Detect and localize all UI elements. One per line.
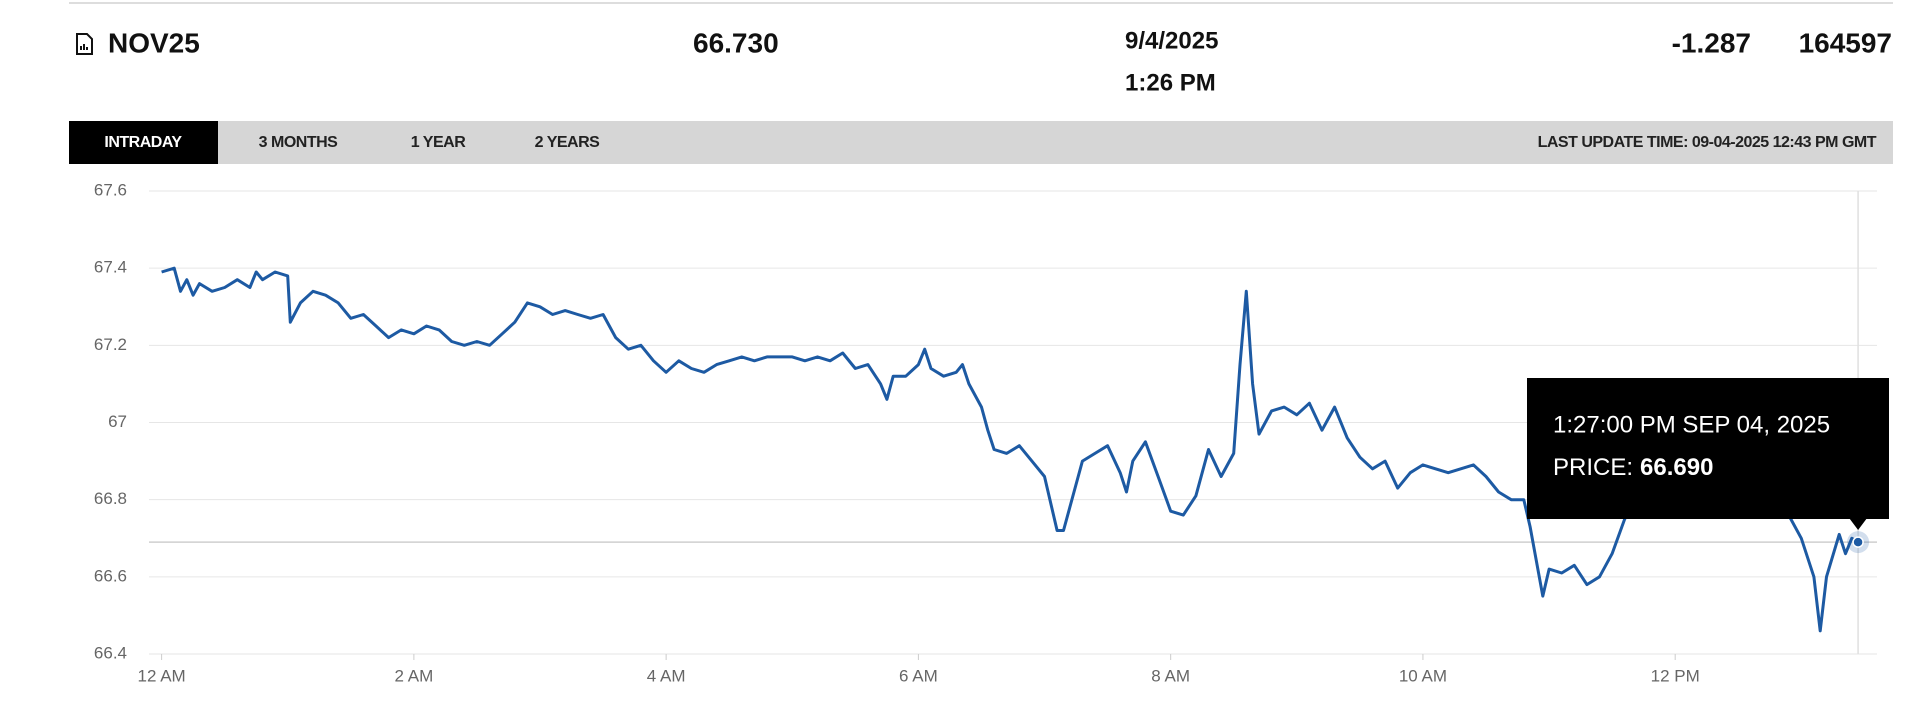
hover-dot xyxy=(1852,536,1864,548)
y-tick-label: 67.4 xyxy=(94,258,127,277)
tooltip-price: PRICE: 66.690 xyxy=(1553,454,1713,481)
y-tick-label: 66.6 xyxy=(94,566,127,585)
tab-bar xyxy=(69,121,1893,164)
y-tick-label: 66.8 xyxy=(94,489,127,508)
tooltip-time: 1:27:00 PM SEP 04, 2025 xyxy=(1553,411,1830,438)
tab[interactable]: 2 YEARS xyxy=(535,134,601,151)
time: 1:26 PM xyxy=(1125,69,1216,96)
last-update: LAST UPDATE TIME: 09-04-2025 12:43 PM GM… xyxy=(1538,134,1877,151)
tooltip-price-value: 66.690 xyxy=(1640,454,1713,481)
x-tick-label: 12 AM xyxy=(138,666,186,685)
symbol: NOV25 xyxy=(108,27,200,58)
x-tick-label: 6 AM xyxy=(899,666,938,685)
file-icon xyxy=(76,33,93,55)
y-tick-label: 67.6 xyxy=(94,180,127,199)
x-tick-label: 4 AM xyxy=(647,666,686,685)
tooltip-box xyxy=(1527,378,1889,519)
tooltip: 1:27:00 PM SEP 04, 2025 PRICE: 66.690 xyxy=(1527,378,1889,530)
x-tick-label: 8 AM xyxy=(1151,666,1190,685)
tooltip-pointer xyxy=(1849,518,1868,530)
date: 9/4/2025 xyxy=(1125,27,1218,54)
tab[interactable]: 1 YEAR xyxy=(411,134,467,151)
tab[interactable]: 3 MONTHS xyxy=(259,134,339,151)
x-tick-label: 10 AM xyxy=(1399,666,1447,685)
y-tick-label: 67.2 xyxy=(94,335,127,354)
tooltip-price-label: PRICE: xyxy=(1553,454,1633,481)
tab[interactable]: INTRADAY xyxy=(104,134,183,151)
volume: 164597 xyxy=(1799,27,1892,58)
y-tick-label: 66.4 xyxy=(94,643,127,662)
x-tick-label: 2 AM xyxy=(395,666,434,685)
y-tick-label: 67 xyxy=(108,412,127,431)
active-tab[interactable] xyxy=(69,121,218,164)
last-price: 66.730 xyxy=(693,27,779,58)
change: -1.287 xyxy=(1672,27,1751,58)
price-line xyxy=(161,266,1859,633)
x-tick-label: 12 PM xyxy=(1651,666,1700,685)
